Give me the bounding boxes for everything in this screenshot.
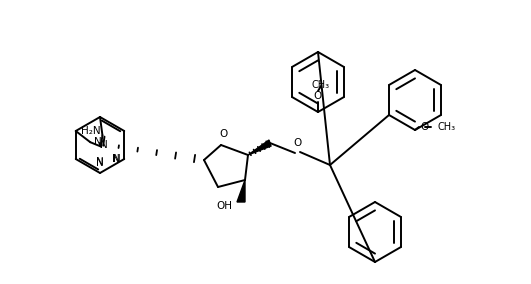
Text: N: N xyxy=(96,157,104,167)
Text: N: N xyxy=(95,137,102,147)
Text: N: N xyxy=(96,158,104,168)
Polygon shape xyxy=(248,140,271,155)
Text: N: N xyxy=(100,140,107,150)
Text: N: N xyxy=(113,154,120,164)
Text: OH: OH xyxy=(216,201,232,211)
Text: CH₃: CH₃ xyxy=(312,80,330,90)
Text: O: O xyxy=(314,91,322,101)
Polygon shape xyxy=(237,180,245,202)
Text: O: O xyxy=(293,138,301,148)
Text: H₂N: H₂N xyxy=(81,126,100,136)
Text: O: O xyxy=(420,122,428,132)
Text: N: N xyxy=(114,154,121,164)
Text: O: O xyxy=(219,129,227,139)
Text: CH₃: CH₃ xyxy=(437,122,455,132)
